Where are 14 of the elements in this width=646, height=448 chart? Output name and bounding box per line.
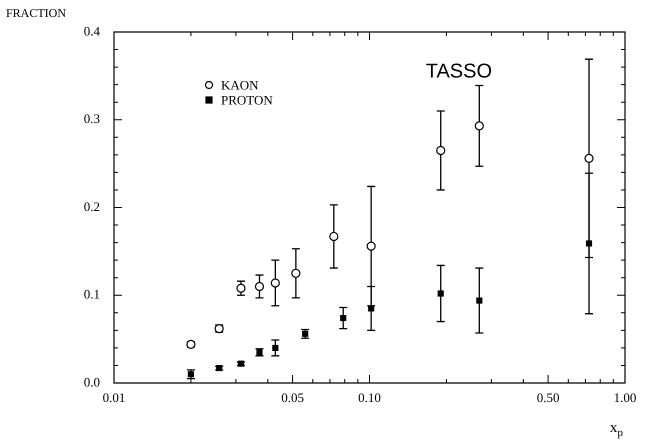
y-tick-label: 0.2 [84, 198, 100, 214]
x-tick-label: 1.00 [614, 390, 636, 406]
y-tick-label: 0.1 [84, 286, 100, 302]
x-tick-label: 0.05 [281, 390, 304, 406]
x-tick-label: 0.10 [358, 390, 381, 406]
y-tick-label: 0.4 [84, 23, 100, 38]
y-axis-title: FRACTION [6, 6, 66, 20]
y-tick-label: 0.3 [84, 111, 100, 126]
legend-label: PROTON [221, 92, 274, 108]
x-tick-label: 0.50 [536, 390, 560, 406]
legend-label: KAON [221, 77, 260, 92]
y-tick-label: 0.0 [84, 374, 100, 390]
x-tick-label: 0.01 [102, 390, 126, 406]
annotation: TASSO [426, 60, 492, 83]
